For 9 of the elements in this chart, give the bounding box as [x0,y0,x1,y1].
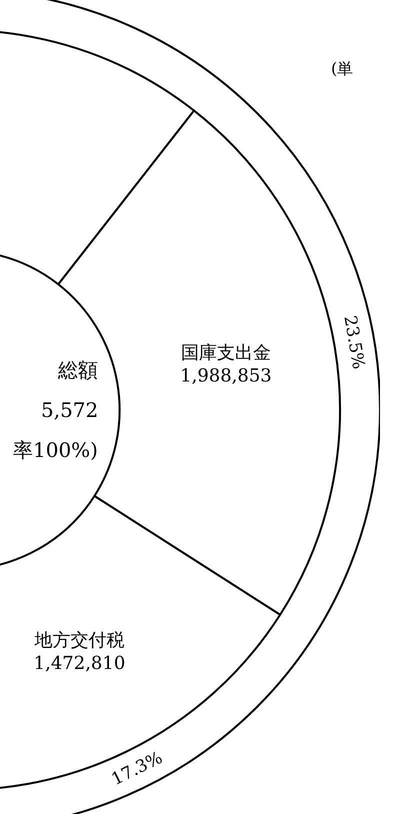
text: 1,988,853 [180,366,272,387]
text: 1,472,810 [34,653,126,674]
text: 総額 [57,358,98,382]
slice-label: 国庫支出金 [180,342,271,364]
text: 5,572 [41,398,98,422]
slice-label: 地方交付税 [33,630,124,651]
text: (単 [331,59,354,78]
text: 率100%) [13,438,98,462]
data-label: 23.5% [339,314,368,371]
